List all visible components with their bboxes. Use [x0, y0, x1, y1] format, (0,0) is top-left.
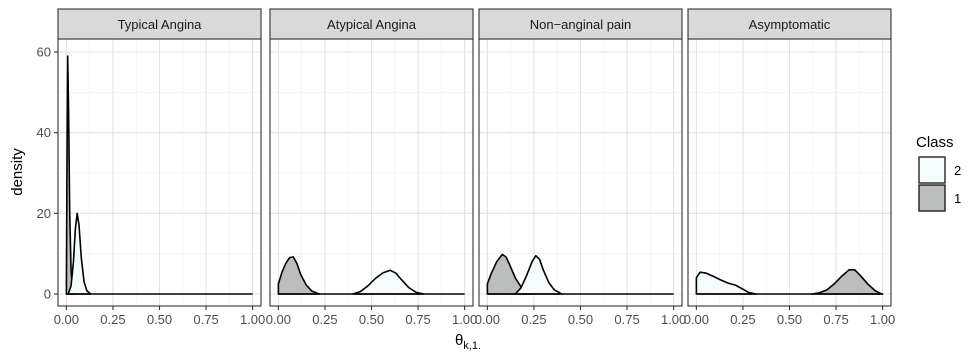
y-tick-label: 60: [37, 45, 51, 60]
x-tick-label: 0.25: [100, 312, 125, 327]
x-tick-label: 1.00: [240, 312, 265, 327]
x-axis-title: θk,1.: [455, 332, 481, 352]
density-class-2: [514, 254, 563, 295]
legend-key-1: [918, 184, 946, 212]
x-tick-label: 1.00: [870, 312, 895, 327]
x-tick-label: 0.50: [777, 312, 802, 327]
density-class-2: [695, 271, 757, 295]
facet-label: Typical Angina: [118, 17, 203, 32]
x-tick-label: 0.00: [266, 312, 291, 327]
facet-label: Non−anginal pain: [530, 17, 632, 32]
y-tick-label: 20: [37, 206, 51, 221]
facet-strip: [57, 8, 262, 40]
x-axis-title-subscript: k,1.: [463, 340, 481, 352]
facet-strip: [687, 8, 892, 40]
x-tick-label: 1.00: [452, 312, 477, 327]
facet-label: Asymptomatic: [749, 17, 831, 32]
facet-label: Atypical Angina: [327, 17, 417, 32]
facet-strip: [269, 8, 474, 40]
x-tick-label: 1.00: [661, 312, 686, 327]
y-tick-label: 40: [37, 125, 51, 140]
x-tick-label: 0.00: [475, 312, 500, 327]
facet-2: Atypical Angina 0.00 0.25 0.50 0.75 1.00: [266, 8, 477, 327]
x-tick-label: 0.25: [312, 312, 337, 327]
x-tick-label: 0.75: [823, 312, 848, 327]
facet-4: Asymptomatic 0.00 0.25 0.50 0.75 1.00: [684, 8, 895, 327]
x-tick-label: 0.50: [568, 312, 593, 327]
density-class-1: [277, 256, 321, 295]
x-tick-label: 0.25: [730, 312, 755, 327]
x-tick-label: 0.75: [405, 312, 430, 327]
x-tick-label: 0.25: [521, 312, 546, 327]
x-tick-label: 0.00: [684, 312, 709, 327]
legend-key-2: [918, 156, 946, 184]
x-tick-label: 0.50: [359, 312, 384, 327]
legend-title: Class: [916, 134, 954, 151]
facet-3: Non−anginal pain 0.00 0.25 0.50 0.75 1.00: [475, 8, 686, 327]
legend-label-1: 1: [954, 191, 961, 206]
facet-1: Typical Angina 0.00 0.25 0.50 0.75 1.00: [54, 8, 265, 327]
facet-strip: [478, 8, 683, 40]
y-tick-label: 0: [44, 287, 51, 302]
legend-label-2: 2: [954, 163, 961, 178]
x-tick-label: 0.75: [614, 312, 639, 327]
x-tick-label: 0.50: [147, 312, 172, 327]
x-tick-label: 0.00: [54, 312, 79, 327]
x-tick-label: 0.75: [193, 312, 218, 327]
density-class-2: [67, 212, 92, 295]
y-axis-title: density: [9, 148, 26, 196]
x-axis-title-symbol: θ: [455, 332, 463, 349]
density-class-2: [352, 269, 425, 295]
